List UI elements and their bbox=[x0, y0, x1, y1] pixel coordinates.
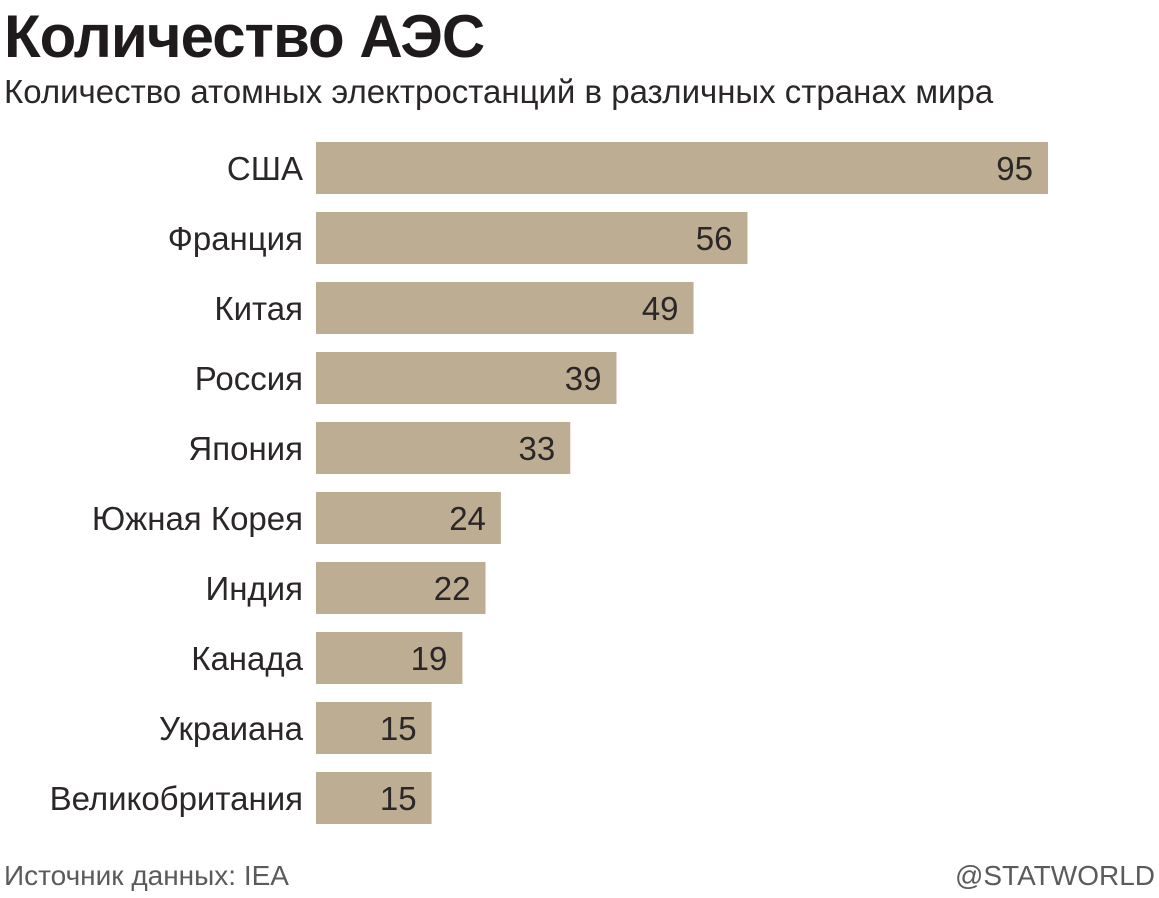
value-label-10: 15 bbox=[380, 780, 417, 817]
category-label-6: Южная Корея bbox=[92, 500, 303, 537]
category-label-2: Франция bbox=[168, 220, 303, 257]
bar-6 bbox=[316, 492, 501, 544]
value-label-2: 56 bbox=[696, 220, 733, 257]
credit-label: @STATWORLD bbox=[954, 860, 1155, 891]
bar-5 bbox=[316, 422, 571, 474]
bar-4 bbox=[316, 352, 617, 404]
bar-1 bbox=[316, 142, 1048, 194]
value-label-3: 49 bbox=[642, 290, 679, 327]
bar-2 bbox=[316, 212, 748, 264]
value-label-7: 22 bbox=[434, 570, 471, 607]
value-label-4: 39 bbox=[565, 360, 602, 397]
chart-subtitle: Количество атомных электростанций в разл… bbox=[4, 73, 994, 110]
bar-9 bbox=[316, 702, 432, 754]
bar-7 bbox=[316, 562, 486, 614]
bar-3 bbox=[316, 282, 694, 334]
chart-title: Количество АЭС bbox=[4, 3, 485, 70]
bar-10 bbox=[316, 772, 432, 824]
bar-chart: США 95 Франция 56 Китая 49 Россия 39 Япония 33 Южн… bbox=[50, 142, 1048, 824]
source-note: Источник данных: IEA bbox=[4, 860, 289, 891]
value-label-1: 95 bbox=[996, 150, 1033, 187]
category-label-7: Индия bbox=[205, 570, 303, 607]
value-label-9: 15 bbox=[380, 710, 417, 747]
category-label-3: Китая bbox=[214, 290, 303, 327]
category-label-10: Великобритания bbox=[50, 780, 303, 817]
category-label-5: Япония bbox=[188, 430, 303, 467]
value-label-8: 19 bbox=[411, 640, 448, 677]
category-label-1: США bbox=[227, 150, 303, 187]
category-label-9: Украиана bbox=[159, 710, 304, 747]
value-label-6: 24 bbox=[449, 500, 486, 537]
value-label-5: 33 bbox=[519, 430, 556, 467]
category-label-8: Канада bbox=[191, 640, 303, 677]
category-label-4: Россия bbox=[195, 360, 303, 397]
bar-8 bbox=[316, 632, 463, 684]
